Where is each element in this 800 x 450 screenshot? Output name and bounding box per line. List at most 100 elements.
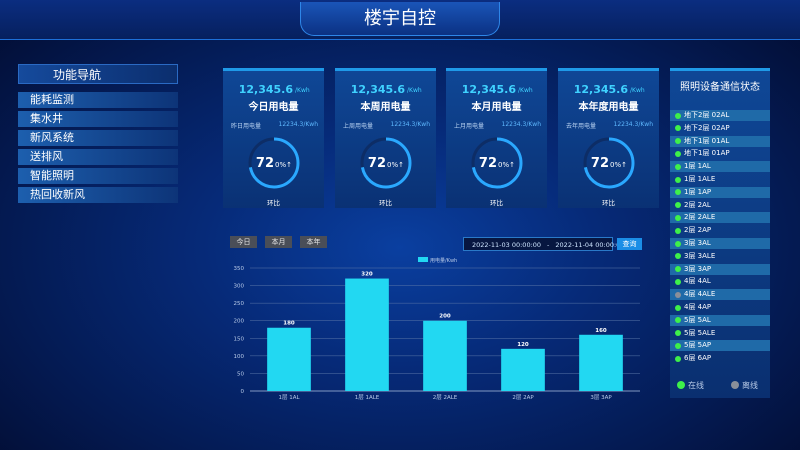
status-label: 地下2层 02AL	[684, 111, 730, 119]
stat-value: 12,345.6	[573, 83, 628, 96]
x-tick-label: 3层 3AP	[590, 394, 612, 401]
status-label: 1层 1AL	[684, 162, 711, 171]
status-dot	[675, 355, 681, 362]
status-label: 5层 5AL	[684, 315, 711, 324]
status-row: 4层 4AL	[670, 276, 770, 287]
x-tick-label: 1层 1AL	[278, 394, 300, 401]
stat-unit: /Kwh	[407, 87, 422, 94]
period-button[interactable]: 本年	[300, 236, 327, 248]
status-row: 2层 2AL	[670, 200, 770, 211]
status-row: 1层 1AP	[670, 186, 770, 198]
status-label: 3层 3ALE	[684, 251, 716, 260]
status-row: 地下2层 02AL	[670, 110, 770, 121]
status-row: 5层 5AL	[670, 314, 770, 326]
status-row: 4层 4ALE	[670, 289, 770, 301]
date-range[interactable]: 2022-11-03 00:00:00-2022-11-04 00:00:00	[463, 237, 624, 251]
status-label: 6层 6AP	[684, 354, 712, 363]
stat-value: 12,345.6	[238, 83, 293, 96]
period-button[interactable]: 本月	[265, 236, 292, 248]
gauge: 72 0%↑	[360, 137, 412, 189]
nav-item[interactable]: 智能照明	[18, 168, 178, 184]
gauge-arc	[360, 137, 412, 189]
status-dot	[675, 189, 681, 196]
status-row: 地下1层 01AP	[670, 148, 770, 159]
status-label: 4层 4ALE	[684, 290, 716, 299]
gauge-value: 72	[368, 156, 386, 171]
nav-item[interactable]: 新风系统	[18, 130, 178, 146]
status-dot	[675, 253, 681, 260]
stat-card: 12,345.6/Kwh 本年度用电量 去年用电量 12234.3/Kwh 72 0%↑ 环…	[558, 68, 659, 208]
status-dot	[675, 176, 681, 183]
value-label: 120	[517, 342, 529, 348]
y-tick-label: 0	[241, 389, 245, 395]
status-label: 2层 2AL	[684, 200, 711, 209]
y-tick-label: 50	[237, 371, 244, 377]
stat-unit: /Kwh	[295, 87, 310, 94]
status-row: 2层 2ALE	[670, 212, 770, 224]
gauge: 72 0%↑	[248, 137, 300, 189]
bar	[579, 334, 623, 391]
legend-swatch	[418, 257, 428, 262]
chart: 0 50 100 150 200 250 300 350 用电量/Kwh 1层 1AL 180 1层 …	[234, 257, 640, 401]
stat-unit: /Kwh	[518, 87, 533, 94]
gauge-label: 环比	[379, 199, 392, 207]
status-dot	[675, 163, 681, 170]
value-label: 320	[361, 272, 373, 278]
compare-label: 上月用电量	[454, 123, 485, 130]
value-label: 160	[595, 328, 607, 334]
stat-card: 12,345.6/Kwh 本月用电量 上月用电量 12234.3/Kwh 72 0%↑ 环比	[446, 68, 547, 208]
page-title: 楼宇自控	[300, 2, 500, 36]
status-dot	[675, 202, 681, 209]
date-end: 2022-11-04 00:00:00	[555, 241, 625, 249]
status-label: 地下2层 02AP	[684, 123, 730, 132]
compare-value: 12234.3/Kwh	[501, 121, 541, 128]
x-tick-label: 2层 2ALE	[433, 394, 458, 401]
gauge-value: 72	[479, 156, 497, 171]
legend-online-dot	[677, 381, 685, 389]
status-row: 5层 5ALE	[670, 328, 770, 339]
gauge-suffix: 0%↑	[275, 161, 292, 169]
status-row: 5层 5AP	[670, 340, 770, 352]
status-row: 3层 3ALE	[670, 251, 770, 262]
nav-item[interactable]: 能耗监测	[18, 92, 178, 108]
gauge: 72 0%↑	[583, 137, 635, 189]
stat-title: 本年度用电量	[578, 102, 639, 113]
gauge-value: 72	[591, 156, 609, 171]
status-row: 4层 4AP	[670, 302, 770, 313]
gauge-label: 环比	[490, 199, 503, 207]
status-label: 3层 3AL	[684, 239, 711, 247]
y-tick-label: 100	[234, 354, 245, 360]
gauge-suffix: 0%↑	[610, 161, 627, 169]
status-dot	[675, 125, 681, 132]
gauge-arc	[248, 137, 300, 189]
period-button[interactable]: 今日	[230, 236, 257, 248]
nav-item[interactable]: 送排风	[18, 149, 178, 165]
gauge-value: 72	[256, 156, 274, 171]
status-row: 地下1层 01AL	[670, 135, 770, 147]
status-label: 1层 1ALE	[684, 175, 716, 183]
query-button[interactable]: 查询	[617, 238, 642, 250]
status-dot	[675, 214, 681, 221]
compare-label: 去年用电量	[566, 123, 597, 130]
status-dot	[675, 342, 681, 349]
gauge-label: 环比	[267, 199, 280, 207]
status-row: 2层 2AP	[670, 225, 770, 236]
gauge-suffix: 0%↑	[387, 161, 404, 169]
status-label: 4层 4AL	[684, 277, 711, 286]
status-label: 地下1层 01AL	[684, 136, 730, 145]
bar	[267, 327, 311, 391]
nav-item[interactable]: 集水井	[18, 111, 178, 127]
status-dot	[675, 266, 681, 273]
value-label: 180	[283, 321, 295, 327]
status-row: 1层 1ALE	[670, 174, 770, 185]
stat-title: 本周用电量	[360, 102, 411, 113]
compare-label: 昨日用电量	[231, 123, 262, 130]
status-dot	[675, 278, 681, 285]
status-label: 3层 3AP	[684, 264, 712, 273]
gauge-arc	[471, 137, 523, 189]
stat-card: 12,345.6/Kwh 本周用电量 上周用电量 12234.3/Kwh 72 0%↑ 环比	[335, 68, 436, 208]
status-dot	[675, 291, 681, 298]
nav-item[interactable]: 热回收新风	[18, 187, 178, 203]
y-tick-label: 200	[234, 319, 245, 325]
